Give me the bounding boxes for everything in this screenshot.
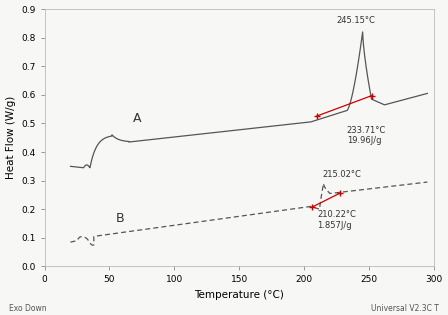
Text: Exo Down: Exo Down — [9, 304, 47, 313]
Text: 215.02°C: 215.02°C — [322, 170, 361, 179]
Text: Universal V2.3C T: Universal V2.3C T — [371, 304, 439, 313]
Text: 210.22°C
1.857J/g: 210.22°C 1.857J/g — [317, 210, 356, 230]
X-axis label: Temperature (°C): Temperature (°C) — [194, 290, 284, 300]
Text: 245.15°C: 245.15°C — [336, 16, 375, 25]
Text: B: B — [116, 212, 125, 225]
Text: A: A — [133, 112, 141, 125]
Y-axis label: Heat Flow (W/g): Heat Flow (W/g) — [5, 96, 16, 179]
Text: 233.71°C
19.96J/g: 233.71°C 19.96J/g — [347, 126, 386, 145]
